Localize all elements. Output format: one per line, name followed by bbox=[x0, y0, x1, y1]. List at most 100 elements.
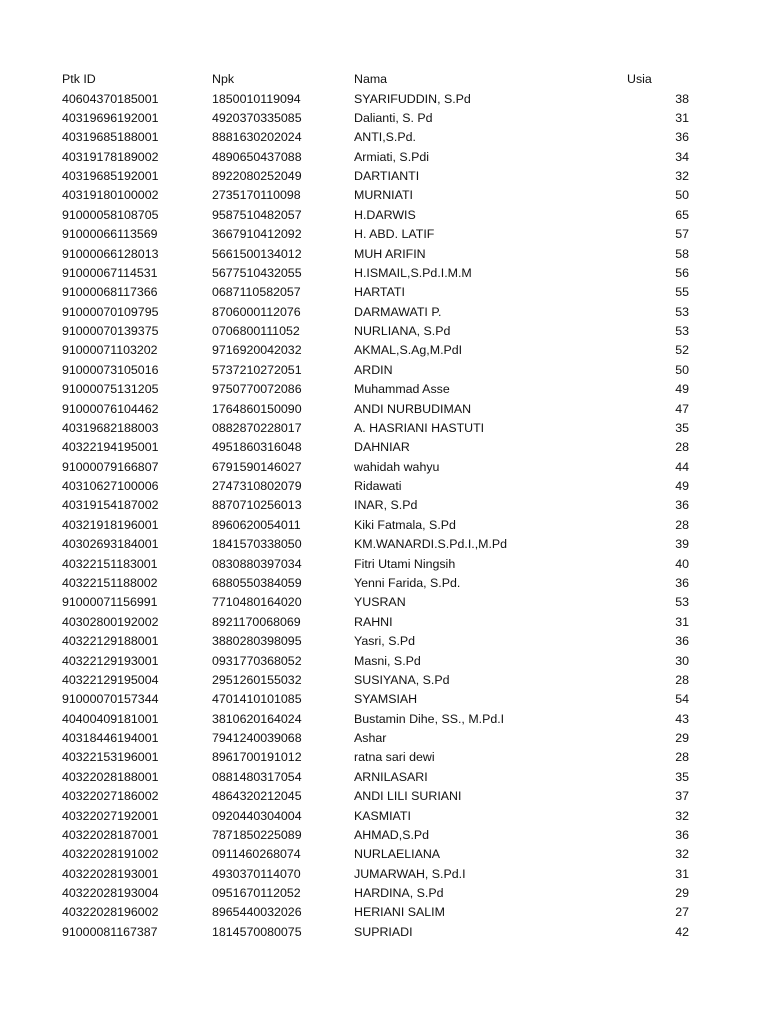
cell-nama: DARMAWATI P. bbox=[354, 304, 442, 319]
table-row: 40319685192001 8922080252049 DARTIANTI 32 bbox=[0, 167, 768, 186]
cell-ptk-id: 40322151183001 bbox=[62, 556, 158, 571]
cell-nama: SUPRIADI bbox=[354, 924, 413, 939]
cell-npk: 4920370335085 bbox=[212, 110, 302, 125]
cell-ptk-id: 40322129188001 bbox=[62, 634, 159, 649]
cell-nama: KASMIATI bbox=[354, 808, 411, 823]
cell-ptk-id: 40319682188003 bbox=[62, 420, 159, 435]
cell-ptk-id: 91000071103202 bbox=[62, 343, 158, 358]
cell-usia: 49 bbox=[675, 382, 689, 397]
table-row: 40400409181001 3810620164024 Bustamin Dihe… bbox=[0, 710, 768, 729]
cell-usia: 36 bbox=[675, 498, 689, 513]
cell-npk: 9587510482057 bbox=[212, 207, 302, 222]
cell-nama: ARDIN bbox=[354, 362, 393, 377]
cell-nama: AHMAD,S.Pd bbox=[354, 827, 430, 842]
cell-npk: 2747310802079 bbox=[212, 479, 302, 494]
cell-usia: 32 bbox=[675, 808, 689, 823]
table-row: 40604370185001 1850010119094 SYARIFUDDIN, … bbox=[0, 90, 768, 109]
cell-npk: 0881480317054 bbox=[212, 769, 302, 784]
cell-nama: A. HASRIANI HASTUTI bbox=[354, 420, 485, 435]
cell-nama: SUSIYANA, S.Pd bbox=[354, 672, 450, 687]
cell-ptk-id: 40322027192001 bbox=[62, 808, 159, 823]
cell-nama: Yenni Farida, S.Pd. bbox=[354, 576, 461, 590]
table-row: 40322027186002 4864320212045 ANDI LILI SUR… bbox=[0, 787, 768, 806]
cell-npk: 1814570080075 bbox=[212, 924, 302, 939]
cell-npk: 8706000112076 bbox=[212, 304, 301, 319]
table-row: 40319682188003 0882870228017 A. HASRIANI H… bbox=[0, 419, 768, 438]
cell-npk: 0706800111052 bbox=[212, 324, 300, 339]
cell-usia: 49 bbox=[675, 479, 689, 494]
cell-nama: Yasri, S.Pd bbox=[354, 634, 416, 649]
cell-npk: 8881630202024 bbox=[212, 130, 302, 145]
cell-usia: 36 bbox=[675, 634, 689, 649]
cell-ptk-id: 40319178189002 bbox=[62, 149, 159, 164]
table-row: 91000073105016 5737210272051 ARDIN 50 bbox=[0, 361, 768, 380]
cell-nama: HARTATI bbox=[354, 285, 405, 300]
cell-npk: 2951260155032 bbox=[212, 672, 302, 687]
cell-usia: 50 bbox=[675, 188, 689, 203]
cell-usia: 31 bbox=[675, 866, 689, 881]
table-row: 91000070109795 8706000112076 DARMAWATI P. 5… bbox=[0, 303, 768, 322]
cell-ptk-id: 40322028187001 bbox=[62, 827, 159, 842]
cell-npk: 4864320212045 bbox=[212, 789, 302, 804]
cell-usia: 40 bbox=[675, 556, 689, 571]
table-row: 40318446194001 7941240039068 Ashar 29 bbox=[0, 729, 768, 748]
cell-nama: MUH ARIFIN bbox=[354, 246, 426, 261]
cell-ptk-id: 40604370185001 bbox=[62, 91, 159, 106]
table-row: 91000070139375 0706800111052 NURLIANA, S.P… bbox=[0, 322, 768, 341]
cell-ptk-id: 40319154187002 bbox=[62, 498, 159, 513]
table-row: 40322153196001 8961700191012 ratna sari de… bbox=[0, 748, 768, 767]
table-row: 40319178189002 4890650437088 Armiati, S.Pd… bbox=[0, 148, 768, 167]
cell-usia: 55 bbox=[675, 285, 689, 300]
cell-usia: 29 bbox=[675, 731, 689, 746]
cell-usia: 43 bbox=[675, 711, 689, 726]
cell-nama: Muhammad Asse bbox=[354, 382, 450, 397]
cell-nama: INAR, S.Pd bbox=[354, 498, 418, 513]
cell-nama: Armiati, S.Pdi bbox=[354, 149, 430, 164]
cell-usia: 34 bbox=[675, 149, 689, 164]
table-row: 40322151183001 0830880397034 Fitri Utami N… bbox=[0, 555, 768, 574]
cell-npk: 8961700191012 bbox=[212, 750, 302, 765]
table-row: 91000067114531 5677510432055 H.ISMAIL,S.Pd… bbox=[0, 264, 768, 283]
cell-usia: 54 bbox=[675, 692, 689, 707]
cell-ptk-id: 40302693184001 bbox=[62, 537, 159, 552]
cell-usia: 28 bbox=[675, 672, 689, 687]
cell-usia: 31 bbox=[675, 110, 689, 125]
cell-nama: SYAMSIAH bbox=[354, 692, 418, 707]
cell-nama: ANTI,S.Pd. bbox=[354, 130, 416, 145]
table-row: 91000079166807 6791590146027 wahidah wahyu… bbox=[0, 458, 768, 477]
cell-npk: 0951670112052 bbox=[212, 886, 301, 901]
table-row: 91000075131205 9750770072086 Muhammad Asse… bbox=[0, 380, 768, 399]
table-row: 40322129195004 2951260155032 SUSIYANA, S.P… bbox=[0, 671, 768, 690]
cell-ptk-id: 40319685188001 bbox=[62, 130, 159, 145]
cell-ptk-id: 91000068117366 bbox=[62, 285, 158, 300]
cell-npk: 3810620164024 bbox=[212, 711, 302, 726]
cell-usia: 36 bbox=[675, 827, 689, 842]
table-row: 40319696192001 4920370335085 Dalianti, S. … bbox=[0, 109, 768, 128]
cell-nama: Fitri Utami Ningsih bbox=[354, 556, 456, 571]
cell-ptk-id: 40319696192001 bbox=[62, 110, 159, 125]
cell-nama: NURLAELIANA bbox=[354, 847, 441, 862]
cell-npk: 3667910412092 bbox=[212, 227, 302, 242]
cell-npk: 0931770368052 bbox=[212, 653, 302, 668]
cell-npk: 8960620054011 bbox=[212, 517, 301, 532]
table-row: 40322028193004 0951670112052 HARDINA, S.Pd… bbox=[0, 884, 768, 903]
cell-usia: 52 bbox=[675, 343, 689, 358]
cell-npk: 1764860150090 bbox=[212, 401, 302, 416]
table-row: 91000066128013 5661500134012 MUH ARIFIN 58 bbox=[0, 245, 768, 264]
table-row: 40322151188002 6880550384059 Yenni Farida,… bbox=[0, 574, 768, 593]
header-npk: Npk bbox=[212, 72, 235, 86]
cell-usia: 42 bbox=[675, 924, 689, 939]
cell-nama: Ridawati bbox=[354, 479, 402, 494]
cell-npk: 4890650437088 bbox=[212, 149, 302, 164]
cell-usia: 56 bbox=[675, 265, 689, 280]
cell-usia: 53 bbox=[675, 304, 689, 319]
cell-ptk-id: 91000079166807 bbox=[62, 459, 159, 474]
cell-npk: 0882870228017 bbox=[212, 420, 302, 435]
cell-nama: DAHNIAR bbox=[354, 440, 410, 455]
table-row: 91000058108705 9587510482057 H.DARWIS 65 bbox=[0, 206, 768, 225]
cell-npk: 8921170068069 bbox=[212, 614, 301, 629]
cell-usia: 28 bbox=[675, 440, 689, 455]
header-usia: Usia bbox=[627, 72, 652, 86]
cell-npk: 6791590146027 bbox=[212, 459, 302, 474]
cell-usia: 36 bbox=[675, 576, 689, 590]
